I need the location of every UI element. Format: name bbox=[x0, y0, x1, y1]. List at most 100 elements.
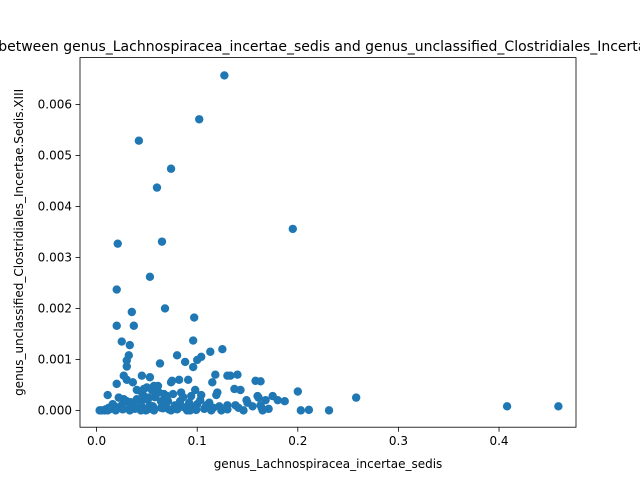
x-tick-label: 0.0 bbox=[87, 434, 106, 448]
data-point bbox=[220, 71, 229, 80]
data-point bbox=[155, 359, 165, 368]
data-point bbox=[248, 402, 257, 411]
data-point bbox=[183, 375, 193, 384]
y-axis-ticks: 0.000 0.001 0.002 0.003 0.004 0.005 0.006 bbox=[38, 98, 80, 417]
x-tick-label: 0.3 bbox=[389, 434, 408, 448]
data-point bbox=[304, 405, 314, 415]
data-point bbox=[191, 385, 200, 395]
y-axis-label: genus_unclassified_Clostridiales_Incerta… bbox=[12, 89, 26, 396]
data-point bbox=[125, 340, 134, 350]
data-point bbox=[118, 405, 127, 414]
data-point bbox=[207, 406, 216, 415]
y-tick-label: 0.001 bbox=[38, 352, 72, 366]
data-point bbox=[189, 313, 199, 322]
data-point bbox=[154, 388, 164, 397]
data-point bbox=[117, 337, 126, 346]
x-axis-ticks: 0.0 0.1 0.2 0.3 0.4 bbox=[87, 427, 509, 448]
data-point bbox=[112, 379, 121, 389]
chart-title: Correlation between genus_Lachnospiracea… bbox=[0, 39, 640, 55]
data-point bbox=[296, 406, 306, 415]
data-point bbox=[254, 393, 263, 402]
y-tick-label: 0.000 bbox=[38, 403, 72, 417]
data-point bbox=[185, 406, 195, 415]
data-point bbox=[111, 406, 120, 415]
data-point bbox=[211, 370, 220, 379]
data-point bbox=[233, 370, 242, 379]
data-point bbox=[280, 397, 289, 406]
y-tick-label: 0.006 bbox=[38, 98, 72, 112]
data-point bbox=[141, 394, 151, 404]
data-point bbox=[223, 405, 232, 414]
data-point bbox=[256, 377, 265, 386]
data-point bbox=[167, 376, 177, 386]
data-point bbox=[103, 390, 112, 400]
data-point bbox=[128, 378, 138, 387]
data-point bbox=[192, 405, 201, 415]
data-point bbox=[293, 387, 303, 396]
data-point bbox=[273, 395, 282, 405]
data-point bbox=[145, 373, 155, 382]
data-point bbox=[112, 285, 121, 294]
data-point bbox=[188, 362, 198, 372]
data-point bbox=[145, 272, 155, 282]
data-point bbox=[157, 237, 167, 246]
data-point bbox=[351, 393, 361, 402]
data-point bbox=[134, 136, 144, 145]
y-tick-label: 0.003 bbox=[38, 250, 72, 264]
y-tick-label: 0.002 bbox=[38, 301, 72, 315]
data-point bbox=[172, 405, 182, 414]
data-point bbox=[139, 384, 149, 394]
data-point bbox=[95, 406, 104, 415]
data-point bbox=[168, 389, 178, 399]
x-tick-label: 0.4 bbox=[489, 434, 508, 448]
data-point bbox=[152, 183, 162, 192]
data-point bbox=[195, 115, 204, 124]
data-point bbox=[215, 402, 224, 411]
x-tick-label: 0.1 bbox=[188, 434, 207, 448]
data-point bbox=[119, 371, 128, 380]
data-points bbox=[95, 71, 563, 415]
data-point bbox=[239, 406, 248, 415]
data-point bbox=[149, 406, 159, 415]
y-tick-label: 0.004 bbox=[38, 199, 72, 213]
data-point bbox=[196, 395, 205, 405]
data-point bbox=[175, 397, 185, 406]
data-point bbox=[126, 398, 136, 407]
data-point bbox=[554, 402, 563, 411]
data-point bbox=[223, 371, 232, 380]
data-point bbox=[160, 304, 170, 313]
data-point bbox=[113, 239, 122, 248]
y-tick-label: 0.005 bbox=[38, 148, 72, 162]
data-point bbox=[129, 321, 139, 330]
data-point bbox=[218, 345, 227, 354]
plot-area-frame bbox=[79, 57, 577, 428]
data-point bbox=[122, 362, 131, 371]
data-point bbox=[174, 375, 184, 384]
data-point bbox=[166, 164, 176, 173]
data-point bbox=[147, 385, 157, 395]
data-point bbox=[186, 391, 196, 401]
data-point bbox=[156, 397, 166, 406]
data-point bbox=[122, 356, 131, 365]
data-point bbox=[172, 351, 182, 360]
data-point bbox=[258, 406, 267, 415]
data-point bbox=[230, 384, 239, 394]
data-point bbox=[127, 307, 137, 317]
data-point bbox=[188, 336, 198, 345]
x-tick-label: 0.2 bbox=[288, 434, 307, 448]
data-point bbox=[112, 321, 121, 330]
data-point bbox=[193, 355, 202, 365]
data-point bbox=[158, 404, 168, 413]
x-axis-label: genus_Lachnospiracea_incertae_sedis bbox=[214, 457, 443, 471]
data-point bbox=[114, 393, 123, 402]
data-point bbox=[324, 406, 334, 415]
data-point bbox=[212, 390, 221, 400]
data-point bbox=[136, 406, 146, 415]
data-point bbox=[180, 357, 190, 367]
data-point bbox=[502, 402, 512, 411]
data-point bbox=[206, 347, 215, 356]
data-point bbox=[288, 224, 297, 234]
data-point bbox=[137, 371, 147, 380]
data-point bbox=[208, 378, 217, 387]
